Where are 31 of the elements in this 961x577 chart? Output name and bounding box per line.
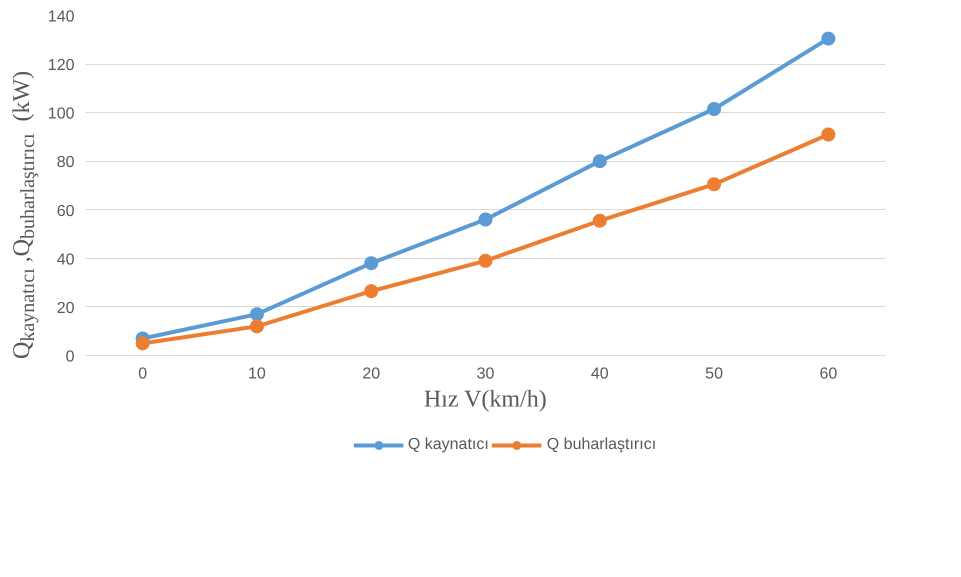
- y-tick-label: 40: [56, 251, 75, 268]
- y-tick-label: 60: [56, 202, 75, 220]
- point: [136, 336, 150, 350]
- point: [250, 319, 264, 334]
- point: [707, 177, 722, 192]
- x-tick-label: 40: [590, 366, 609, 382]
- x-tick-label: 0: [138, 366, 148, 382]
- x-tick-label: 10: [248, 366, 266, 382]
- y-tick-label: 100: [48, 106, 75, 123]
- point: [364, 256, 378, 270]
- y-tick-label: 140: [48, 8, 75, 26]
- x-tick-label: 60: [819, 366, 838, 382]
- point: [821, 32, 836, 46]
- point: [821, 128, 836, 142]
- x-tick-label: 30: [476, 366, 494, 382]
- y-tick-label: 20: [56, 300, 75, 317]
- legend-label: Q buharlaştırıcı: [546, 436, 656, 454]
- point: [592, 154, 607, 168]
- x-axis-title: Hız V(km/h): [424, 386, 547, 412]
- point: [707, 102, 722, 116]
- point: [364, 284, 378, 298]
- point: [250, 307, 264, 322]
- y-tick-label: 80: [56, 154, 75, 172]
- point: [478, 212, 492, 226]
- point: [478, 254, 492, 268]
- y-tick-label: 0: [66, 348, 75, 366]
- point: [592, 214, 607, 228]
- y-tick-label: 120: [48, 57, 75, 74]
- x-tick-label: 50: [705, 366, 724, 382]
- legend-label: Q kaynatıcı: [408, 436, 489, 454]
- x-tick-label: 20: [362, 366, 380, 382]
